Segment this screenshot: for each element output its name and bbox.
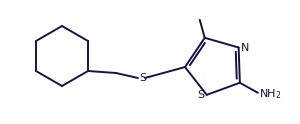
Text: S: S [139, 73, 146, 83]
Text: NH$_2$: NH$_2$ [259, 87, 281, 101]
Text: S: S [198, 90, 205, 100]
Text: N: N [241, 43, 249, 53]
